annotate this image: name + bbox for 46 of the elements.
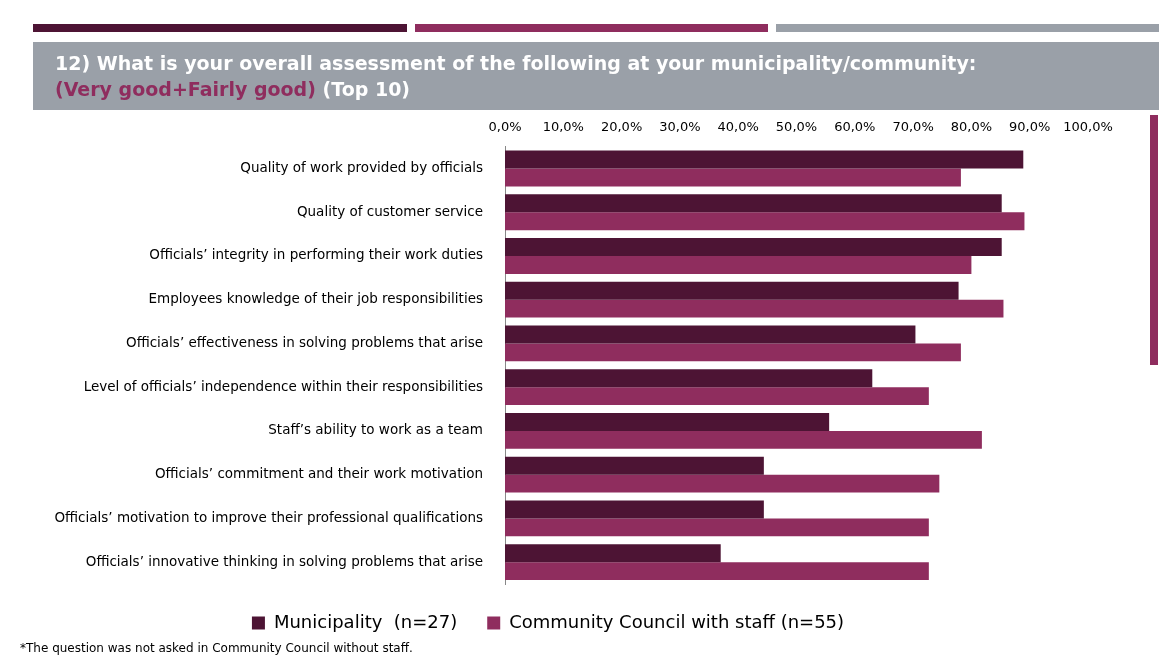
bar bbox=[505, 500, 764, 519]
x-tick-label: 50,0% bbox=[775, 119, 818, 135]
y-tick-label: Quality of work provided by officials bbox=[240, 158, 483, 175]
x-tick-label: 70,0% bbox=[892, 119, 934, 135]
x-tick-label: 10,0% bbox=[542, 119, 584, 135]
bar bbox=[505, 281, 959, 300]
bar bbox=[505, 299, 1004, 318]
bar bbox=[505, 255, 972, 274]
bar bbox=[505, 238, 1002, 256]
y-tick-label: Officials’ motivation to improve their professional qualifications bbox=[54, 508, 483, 525]
x-tick-label: 30,0% bbox=[659, 119, 701, 135]
x-tick-label: 40,0% bbox=[717, 119, 759, 135]
bar bbox=[505, 194, 1002, 213]
x-tick-label: 20,0% bbox=[600, 119, 643, 135]
bar bbox=[505, 562, 929, 581]
text: (Very good+Fairly good) (Top 10) bbox=[55, 78, 411, 100]
x-tick-label: 80,0% bbox=[950, 119, 993, 135]
y-tick-label: Officials’ integrity in performing their work duties bbox=[149, 246, 483, 263]
bar bbox=[505, 544, 721, 563]
bar bbox=[505, 369, 873, 388]
bar bbox=[505, 343, 961, 362]
y-tick-label: Officials’ effectiveness in solving problems that arise bbox=[126, 333, 483, 350]
bar bbox=[505, 412, 830, 431]
legend-label: Municipality (n=27) bbox=[273, 610, 458, 632]
bar bbox=[505, 325, 916, 344]
chart-title: 12) What is your overall assessment of the following at your municipality/community: bbox=[55, 51, 978, 76]
x-tick-label: 60,0% bbox=[834, 119, 876, 135]
legend-label: Community Council with staff (n=55) bbox=[509, 610, 845, 632]
bar bbox=[505, 387, 929, 406]
bar bbox=[505, 168, 961, 187]
y-tick-label: Quality of customer service bbox=[296, 202, 483, 219]
y-tick-label: Staff’s ability to work as a team bbox=[268, 421, 483, 438]
text: *The question was not asked in Community Council without staff. bbox=[20, 641, 413, 655]
bar bbox=[505, 212, 1025, 231]
y-tick-label: Level of officials’ independence within their responsibilities bbox=[83, 377, 483, 394]
x-tick-label: 90,0% bbox=[1009, 119, 1051, 135]
y-tick-label: Employees knowledge of their job responsibilities bbox=[148, 290, 483, 307]
bar bbox=[505, 474, 940, 493]
bar bbox=[505, 150, 1024, 169]
x-tick-label: 0,0% bbox=[488, 119, 522, 135]
bar bbox=[505, 430, 982, 449]
bar bbox=[505, 456, 764, 475]
y-tick-label: Officials’ innovative thinking in solving problems that arise bbox=[85, 552, 483, 569]
bar bbox=[505, 518, 929, 537]
y-tick-label: Officials’ commitment and their work motivation bbox=[154, 465, 483, 482]
x-tick-label: 100,0% bbox=[1063, 119, 1113, 135]
